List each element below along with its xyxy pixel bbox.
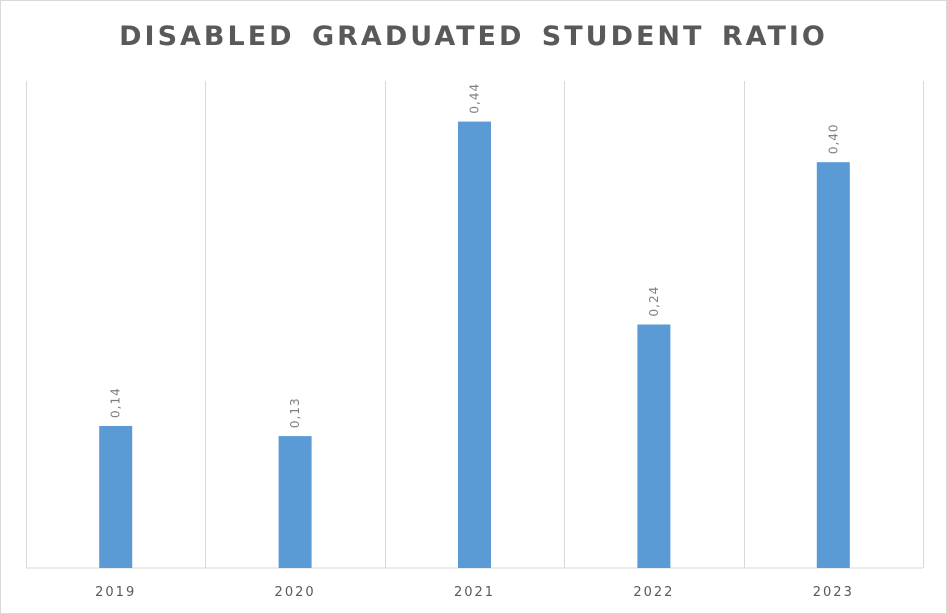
bar-2022	[637, 324, 671, 568]
data-label-2020: 0,13	[288, 397, 302, 428]
bar-2021	[458, 121, 491, 568]
data-label-2023: 0,40	[826, 123, 840, 154]
x-tick-label-2022: 2022	[633, 585, 674, 600]
bar-2023	[816, 162, 850, 568]
data-label-2019: 0,14	[109, 387, 123, 418]
data-label-2021: 0,44	[468, 83, 482, 114]
x-tick-label-2020: 2020	[275, 585, 316, 600]
bar-2019	[99, 425, 133, 568]
data-labels: 0,14 0,13 0,44 0,24 0,40	[109, 83, 841, 428]
bars	[99, 121, 850, 568]
bar-2020	[278, 436, 312, 568]
x-axis-tick-labels: 2019 2020 2021 2022 2023	[95, 585, 854, 600]
chart-title: DISABLED GRADUATED STUDENT RATIO	[119, 21, 828, 52]
x-tick-label-2019: 2019	[95, 585, 136, 600]
grid-lines	[26, 81, 924, 568]
x-tick-label-2021: 2021	[454, 585, 495, 600]
x-tick-label-2023: 2023	[813, 585, 854, 600]
data-label-2022: 0,24	[647, 286, 661, 317]
